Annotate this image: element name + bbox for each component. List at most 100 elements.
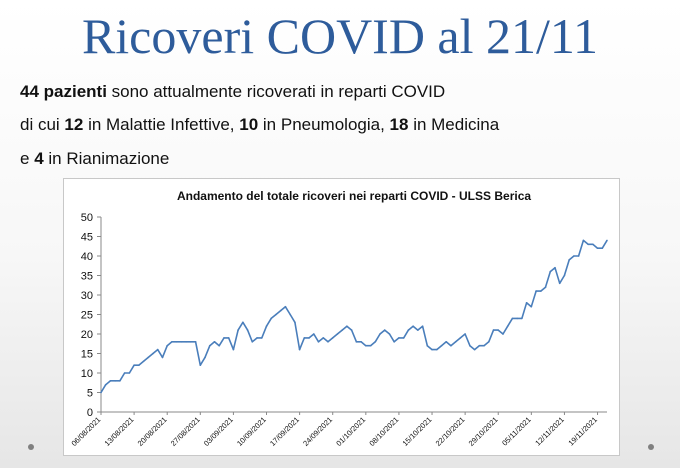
- data-point: [516, 317, 518, 320]
- patients-total-count: 44 pazienti: [20, 82, 107, 101]
- medicine-count: 18: [389, 115, 409, 134]
- data-point: [218, 344, 221, 347]
- data-point: [232, 348, 235, 351]
- data-point: [350, 329, 353, 331]
- x-tick-label: 22/10/2021: [434, 415, 467, 448]
- y-tick-label: 30: [81, 290, 93, 302]
- data-point: [346, 325, 348, 327]
- data-point: [492, 329, 495, 331]
- y-tick-label: 45: [81, 232, 93, 244]
- data-point: [563, 274, 566, 277]
- data-point: [303, 337, 306, 339]
- slide-title: Ricoveri COVID al 21/11: [81, 8, 599, 64]
- patients-total-text: sono attualmente ricoverati in reparti C…: [106, 82, 446, 101]
- data-point: [194, 341, 197, 343]
- data-point: [417, 329, 419, 331]
- data-point: [473, 348, 476, 351]
- data-point: [237, 329, 239, 331]
- data-point: [525, 302, 528, 304]
- data-point: [450, 344, 452, 347]
- data-point: [497, 329, 500, 331]
- data-point: [530, 305, 533, 308]
- data-point: [322, 337, 325, 339]
- chart-frame: Andamento del totale ricoveri nei repart…: [63, 178, 620, 456]
- chart-title: Andamento del totale ricoveri nei repart…: [177, 189, 531, 203]
- line-chart: Andamento del totale ricoveri nei repart…: [70, 189, 608, 448]
- data-point: [256, 337, 258, 339]
- infectious-diseases-label: in Malattie Infettive,: [83, 115, 240, 134]
- data-point: [227, 337, 230, 339]
- data-point: [506, 325, 509, 327]
- data-point: [365, 344, 367, 347]
- y-tick-label: 35: [81, 271, 93, 283]
- x-tick-label: 13/08/2021: [103, 415, 136, 448]
- data-point: [445, 341, 448, 343]
- data-point: [601, 247, 604, 249]
- data-point: [568, 259, 570, 261]
- data-point: [204, 356, 206, 359]
- data-point: [308, 337, 310, 339]
- data-point: [114, 380, 116, 382]
- data-point: [596, 247, 599, 249]
- data-point: [464, 333, 466, 335]
- data-point: [331, 337, 334, 339]
- icu-line: e 4 in Rianimazione: [20, 149, 169, 169]
- data-point: [435, 348, 438, 351]
- data-point: [133, 364, 135, 366]
- y-tick-label: 15: [81, 349, 93, 361]
- data-point: [577, 255, 580, 257]
- data-point: [223, 337, 225, 339]
- data-point: [544, 286, 547, 288]
- pneumology-label: in Pneumologia,: [258, 115, 390, 134]
- data-point: [298, 348, 301, 351]
- data-point: [327, 341, 329, 343]
- data-point: [152, 352, 154, 355]
- infectious-diseases-count: 12: [64, 115, 84, 134]
- x-tick-label: 03/09/2021: [202, 415, 235, 448]
- icu-prefix: e: [20, 149, 35, 168]
- data-point: [478, 344, 481, 347]
- data-point: [109, 380, 112, 382]
- data-point: [558, 282, 561, 285]
- data-point: [549, 270, 552, 273]
- x-tick-label: 17/09/2021: [268, 415, 301, 448]
- data-point: [213, 341, 216, 343]
- ward-breakdown-line: di cui 12 in Malattie Infettive, 10 in P…: [20, 115, 499, 135]
- x-tick-label: 19/11/2021: [566, 415, 599, 448]
- data-point: [511, 317, 514, 320]
- pneumology-count: 10: [239, 115, 259, 134]
- data-point: [431, 348, 433, 351]
- y-tick-label: 25: [81, 310, 93, 322]
- x-tick-label: 06/08/2021: [70, 415, 103, 448]
- data-point: [573, 255, 575, 257]
- icu-count: 4: [34, 149, 44, 168]
- data-point: [246, 329, 249, 331]
- x-tick-label: 08/10/2021: [367, 415, 400, 448]
- x-tick-label: 10/09/2021: [235, 415, 268, 448]
- data-point: [440, 344, 443, 347]
- data-point: [260, 337, 263, 339]
- data-point: [199, 364, 202, 366]
- data-point: [383, 329, 386, 331]
- data-point: [265, 325, 268, 327]
- data-point: [284, 305, 287, 308]
- data-point: [294, 321, 296, 324]
- x-tick-label: 05/11/2021: [500, 415, 533, 448]
- nav-dot-left: [28, 444, 34, 450]
- data-point: [208, 344, 211, 347]
- data-point: [454, 341, 457, 343]
- data-point: [587, 243, 589, 246]
- data-point: [123, 372, 126, 374]
- data-point: [156, 348, 159, 351]
- data-point: [242, 321, 244, 324]
- data-point: [459, 337, 462, 339]
- data-point: [190, 341, 192, 343]
- data-point: [317, 341, 320, 343]
- data-point: [100, 391, 102, 394]
- data-point: [142, 360, 145, 363]
- data-point: [369, 344, 372, 347]
- data-point: [398, 337, 400, 339]
- x-tick-label: 15/10/2021: [401, 415, 434, 448]
- data-point: [426, 344, 429, 347]
- data-point: [393, 341, 395, 343]
